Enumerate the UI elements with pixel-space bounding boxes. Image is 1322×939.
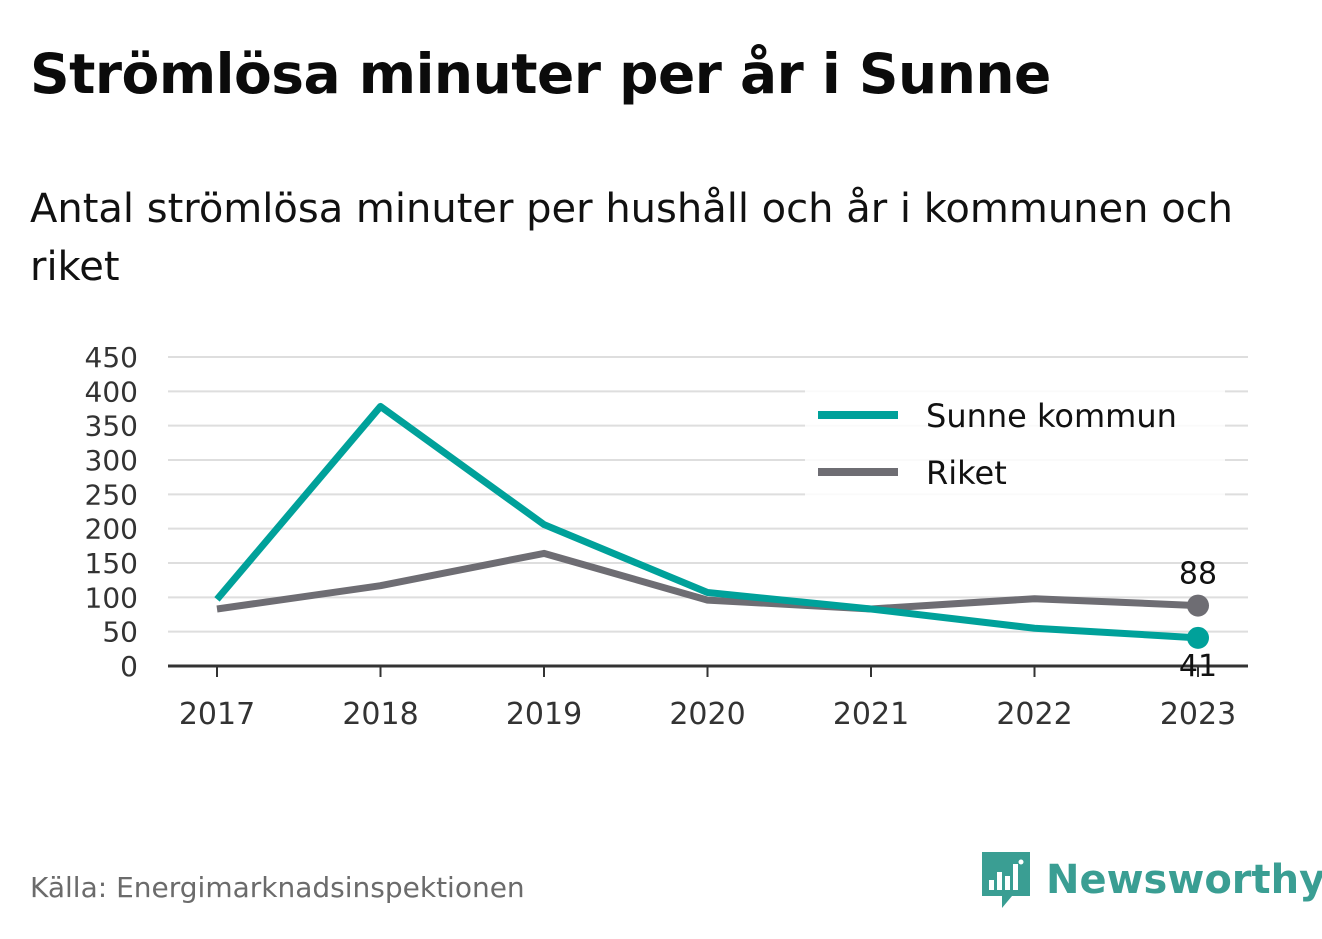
y-tick-label: 0 xyxy=(120,650,138,683)
brand-name: Newsworthy xyxy=(1046,857,1322,903)
x-axis: 2017 2018 2019 2020 2021 2022 2023 xyxy=(168,664,1248,732)
x-tick-label: 2021 xyxy=(833,697,909,732)
x-tick-label: 2023 xyxy=(1160,697,1236,732)
bar-chart-speech-bubble-icon xyxy=(982,852,1030,908)
legend-label: Riket xyxy=(926,454,1007,492)
y-tick-label: 100 xyxy=(85,581,138,614)
y-tick-label: 200 xyxy=(85,513,138,546)
chart-subtitle: Antal strömlösa minuter per hushåll och … xyxy=(30,186,1234,290)
y-tick-label: 350 xyxy=(85,410,138,443)
end-value-label: 41 xyxy=(1179,649,1217,684)
x-tick-label: 2017 xyxy=(179,697,255,732)
y-tick-label: 50 xyxy=(102,616,138,649)
series-line xyxy=(214,402,1199,642)
y-tick-label: 300 xyxy=(85,444,138,477)
series-line xyxy=(216,549,1199,613)
x-tick-label: 2018 xyxy=(342,697,418,732)
chart-title: Strömlösa minuter per år i Sunne xyxy=(30,42,1051,106)
y-tick-label: 400 xyxy=(85,375,138,408)
x-tick-label: 2022 xyxy=(996,697,1072,732)
legend-label: Sunne kommun xyxy=(926,397,1177,435)
y-tick-label: 150 xyxy=(85,547,138,580)
y-tick-label: 250 xyxy=(85,478,138,511)
brand-logo: Newsworthy xyxy=(980,848,1322,912)
x-tick-label: 2019 xyxy=(506,697,582,732)
legend-background xyxy=(805,388,1225,500)
end-markers: 41 88 xyxy=(1179,557,1217,684)
legend: Sunne kommun Riket xyxy=(805,388,1225,500)
y-tick-label: 450 xyxy=(85,341,138,374)
end-point-marker xyxy=(1187,594,1209,617)
series-lines xyxy=(214,402,1199,642)
end-point-marker xyxy=(1187,626,1209,649)
source-note: Källa: Energimarknadsinspektionen xyxy=(30,871,525,904)
x-tick-label: 2020 xyxy=(669,697,745,732)
end-value-label: 88 xyxy=(1179,557,1217,592)
